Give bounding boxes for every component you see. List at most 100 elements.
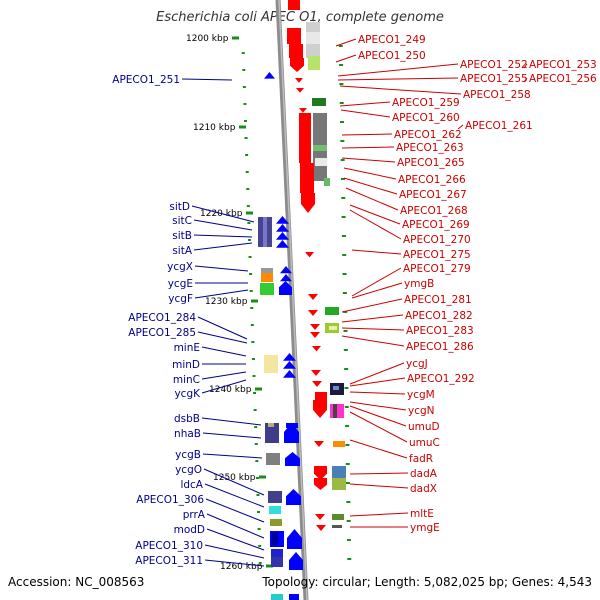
left-leader-line [206, 513, 265, 539]
minor-tick [346, 482, 351, 484]
gene-block [265, 423, 279, 443]
gene-block [299, 113, 311, 163]
right-gene-label: APECO1_281 [404, 294, 472, 306]
right-leader-line [337, 63, 459, 77]
minor-tick [344, 387, 349, 389]
left-leader-line [201, 346, 247, 357]
forward-gene-arrow [276, 224, 289, 232]
right-gene-label: APECO1_260 [392, 112, 460, 124]
minor-tick [343, 330, 348, 332]
minor-tick [254, 426, 258, 428]
left-leader-line [204, 559, 265, 567]
left-gene-label: ycgE [168, 278, 193, 290]
left-leader-line [204, 483, 265, 508]
left-gene-label: APECO1_284 [128, 312, 196, 324]
tick-mark [246, 211, 253, 215]
gene-block [332, 478, 346, 490]
gene-block [333, 404, 337, 418]
reverse-gene-arrow [295, 78, 303, 83]
right-leader-line [343, 167, 397, 180]
right-gene-label: APECO1_270 [403, 234, 471, 246]
minor-tick [255, 460, 259, 462]
reverse-gene-arrow [301, 193, 315, 213]
minor-tick [257, 511, 261, 513]
left-leader-line [191, 205, 255, 223]
left-leader-line [201, 379, 247, 394]
gene-block [269, 506, 281, 514]
right-leader-line [341, 298, 403, 313]
gene-block [268, 423, 274, 427]
reverse-gene-arrow [312, 381, 322, 387]
left-leader-line [202, 432, 262, 439]
reverse-gene-arrow [315, 514, 325, 520]
map-title: Escherichia coli APEC O1, complete genom… [156, 10, 444, 25]
minor-tick [244, 120, 247, 122]
gene-block [271, 549, 283, 557]
gene-block [313, 145, 327, 151]
forward-gene-arrow [264, 72, 275, 79]
minor-tick [253, 392, 257, 394]
left-gene-label: sitA [172, 245, 193, 257]
minor-tick [247, 239, 251, 241]
reverse-gene-arrow [308, 310, 318, 316]
tick-label: 1210 kbp [193, 123, 236, 133]
tick-mark [266, 564, 273, 568]
left-gene-label: nhaB [174, 428, 201, 440]
left-gene-labels: APECO1_251 sitD sitC sitB sitA ycgX ycgE ycgF AP… [112, 74, 265, 567]
minor-tick [341, 216, 346, 218]
right-leader-line [335, 38, 357, 47]
right-gene-label: APECO1_258 [463, 89, 531, 101]
minor-tick [242, 86, 246, 88]
minor-tick [345, 463, 350, 465]
minor-tick [344, 368, 349, 370]
gene-block [268, 491, 282, 503]
gene-block [332, 514, 344, 520]
left-leader-line [201, 417, 262, 426]
right-gene-label: ycgN [408, 405, 435, 417]
minor-tick [342, 292, 347, 294]
forward-gene-arrow [287, 529, 302, 549]
gene-block [261, 268, 273, 274]
left-gene-label: ycgO [175, 464, 202, 476]
minor-tick [248, 256, 252, 258]
right-gene-label: APECO1_275 [403, 249, 471, 261]
minor-tick [250, 307, 254, 309]
tick-mark [255, 387, 262, 391]
right-leader-line [351, 249, 402, 255]
right-gene-label: ycgJ [406, 358, 428, 370]
minor-tick [242, 69, 246, 71]
right-gene-label: dadX [410, 483, 437, 495]
right-leader-line [349, 411, 408, 443]
backbone-highlight [278, 0, 308, 600]
reverse-gene-arrow [316, 525, 326, 531]
gene-block [315, 158, 327, 166]
right-leader-line [349, 512, 409, 517]
minor-tick [340, 159, 345, 161]
right-leader-line [345, 187, 399, 211]
right-leader-line [337, 77, 459, 81]
forward-gene-arrow [276, 216, 289, 224]
reverse-gene-arrow [308, 294, 318, 300]
left-leader-line [193, 219, 253, 231]
left-gene-label: prrA [183, 509, 206, 521]
minor-tick [244, 137, 248, 139]
right-gene-label: umuC [409, 437, 440, 449]
minor-tick [249, 273, 253, 275]
minor-tick [347, 558, 352, 560]
right-gene-label: APECO1_292 [407, 373, 475, 385]
left-leader-line [201, 371, 247, 380]
minor-tick [345, 444, 350, 446]
left-gene-label: sitB [172, 230, 192, 242]
left-leader-line [204, 544, 265, 559]
minor-tick [339, 64, 344, 66]
right-gene-label: mltE [410, 508, 434, 520]
gene-block [261, 273, 273, 282]
right-gene-label: APECO1_252 [460, 59, 528, 71]
forward-gene-arrow [280, 266, 292, 274]
left-leader-line [194, 289, 249, 299]
minor-tick [251, 341, 255, 343]
minor-tick [255, 477, 259, 479]
minor-tick [338, 45, 343, 47]
right-gene-label: ymgE [410, 522, 440, 534]
